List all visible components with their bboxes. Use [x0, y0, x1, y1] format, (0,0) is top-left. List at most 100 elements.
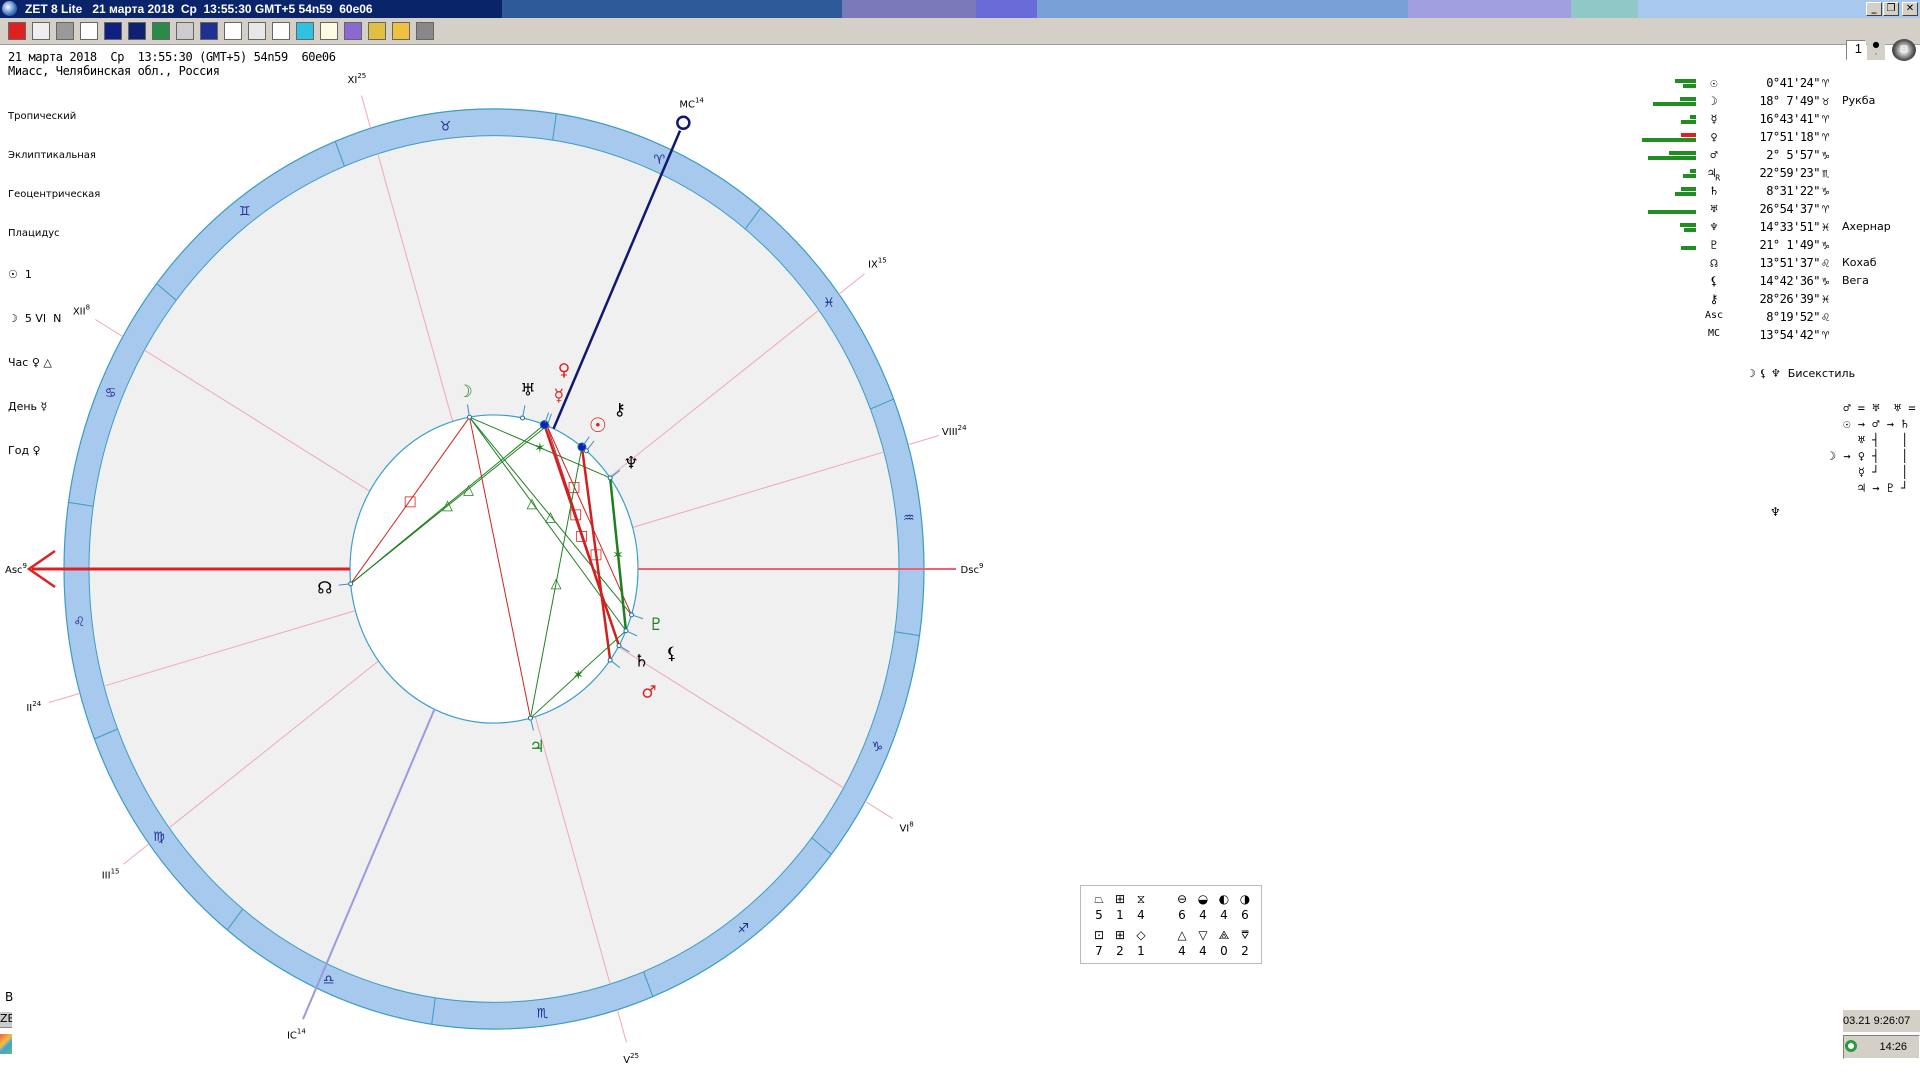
taskbar-app-button[interactable]: ZE [0, 1012, 12, 1028]
orbit-icon[interactable] [104, 22, 122, 40]
stat-icon: △ [1177, 928, 1187, 942]
zodiac-sign-icon: ♒ [903, 511, 915, 526]
minimize-button[interactable]: _ [1866, 2, 1882, 16]
sign-icon: ♈ [1822, 112, 1830, 126]
saturn-icon: ♄ [634, 651, 649, 671]
position-row-sun: ☉ 0°41'24" ♈ [1640, 76, 1920, 94]
sun-info: ☉ 1 [8, 268, 32, 281]
star-map-icon[interactable] [128, 22, 146, 40]
spin-up-button[interactable]: ● [1872, 40, 1880, 49]
position-row-mars: ♂ 2° 5'57" ♑ [1640, 148, 1920, 166]
tray-icon[interactable] [1845, 1040, 1857, 1052]
planet-tick [547, 413, 552, 424]
stat-count: 1 [1116, 908, 1124, 922]
strength-bar [1683, 84, 1696, 88]
position-value: 22°59'23" [1759, 166, 1820, 180]
strength-bar [1683, 174, 1696, 178]
house-degree: 14 [297, 1028, 306, 1036]
house-cusp-line [907, 435, 939, 446]
planet-tick [611, 469, 621, 478]
house-degree: 9 [979, 562, 983, 570]
house-cusp-line [609, 309, 820, 478]
clock: 14:26 [1843, 1035, 1920, 1059]
wheel-settings-icon[interactable] [344, 22, 362, 40]
tools-icon[interactable] [368, 22, 386, 40]
hour-ruler: Час ♀ △ [8, 356, 52, 369]
zoom-icon[interactable]: ⊡ [1892, 39, 1916, 61]
position-row-venus: ♀ 17°51'18" ♈ [1640, 130, 1920, 148]
spin-down-button[interactable]: · [1874, 50, 1878, 59]
stat-icon: ⊖ [1176, 892, 1188, 906]
position-row-neptune: ♆ 14°33'51" ♓ Ахернар [1640, 220, 1920, 238]
position-value: 18° 7'49" [1759, 94, 1820, 108]
document-icon[interactable] [224, 22, 242, 40]
page-spinner[interactable]: ● · [1867, 40, 1885, 60]
planet-point [616, 643, 622, 649]
neptune-icon: ♆ [1710, 220, 1718, 234]
planet-tick [530, 720, 534, 731]
sign-boundary [226, 908, 244, 931]
node-icon: ☊ [1710, 256, 1718, 270]
help-icon[interactable] [392, 22, 410, 40]
lilith-icon: ⚸ [666, 644, 678, 664]
pluto-icon: ♇ [649, 615, 664, 635]
stat-count: 2 [1116, 944, 1124, 958]
edit-icon[interactable] [176, 22, 194, 40]
position-value: 16°43'41" [1759, 112, 1820, 126]
close-button[interactable]: ✕ [1902, 2, 1918, 16]
dispositor-line: ♅ ┤ │ [1800, 433, 1909, 447]
sign-icon: ♑ [1822, 238, 1830, 252]
planet-point [583, 448, 589, 454]
stat-icon: ⊞ [1114, 892, 1126, 906]
table-icon[interactable] [32, 22, 50, 40]
exit-icon[interactable] [416, 22, 434, 40]
strength-bar [1684, 228, 1696, 232]
start-icon[interactable] [0, 1034, 12, 1054]
neptune-icon: ♆ [1770, 505, 1781, 519]
notes-icon[interactable] [320, 22, 338, 40]
stat-count: 4 [1137, 908, 1145, 922]
restore-button[interactable]: ❐ [1883, 2, 1899, 16]
house-degree: 25 [630, 1052, 639, 1060]
fixed-star: Вега [1842, 274, 1869, 287]
aspect-symbol-trine: △ [551, 576, 562, 592]
mars-icon: ♂ [1710, 148, 1718, 162]
planet-point [628, 612, 634, 618]
app-icon[interactable] [2, 1, 17, 16]
alert-icon[interactable] [8, 22, 26, 40]
aspect-line-square [546, 425, 632, 616]
aspect-symbol-trine: △ [527, 496, 538, 512]
strength-bar [1675, 79, 1696, 83]
sign-icon: ♓ [1822, 292, 1830, 306]
list-icon[interactable] [248, 22, 266, 40]
bisextile-glyphs: ☽ ⚸ ♆ [1746, 367, 1781, 380]
sign-icon: ♏ [1822, 166, 1830, 180]
mercury-icon: ☿ [554, 386, 564, 406]
stat-icon: ⧖ [1136, 892, 1146, 906]
planet-tick [338, 583, 349, 586]
house-numeral: II [26, 703, 32, 714]
position-value: 14°33'51" [1759, 220, 1820, 234]
retrograde-mark: R [1715, 173, 1721, 183]
chart-wheel-icon[interactable] [80, 22, 98, 40]
zodiac-sign-icon: ♉ [440, 119, 452, 134]
planet-tick [633, 614, 644, 620]
ascendant-arrow-icon [26, 549, 56, 589]
house-degree: 24 [32, 700, 41, 708]
cursor-icon[interactable] [296, 22, 314, 40]
aspect-line-square [546, 425, 620, 646]
mc-icon: MC [1707, 328, 1721, 339]
page-number-input[interactable]: 1 [1846, 40, 1866, 60]
clock-icon[interactable] [272, 22, 290, 40]
planet-tick [611, 660, 621, 669]
fixed-star: Рукба [1842, 94, 1876, 107]
house-degree: 8 [86, 304, 90, 312]
grid-icon[interactable] [152, 22, 170, 40]
lilith-icon: ⚸ [1709, 274, 1719, 288]
house-degree: 25 [357, 72, 366, 80]
house-numeral: VI [899, 823, 909, 834]
bookmark-icon[interactable] [200, 22, 218, 40]
chart-location: Миасс, Челябинская обл., Россия [8, 64, 220, 78]
disk-icon[interactable] [56, 22, 74, 40]
